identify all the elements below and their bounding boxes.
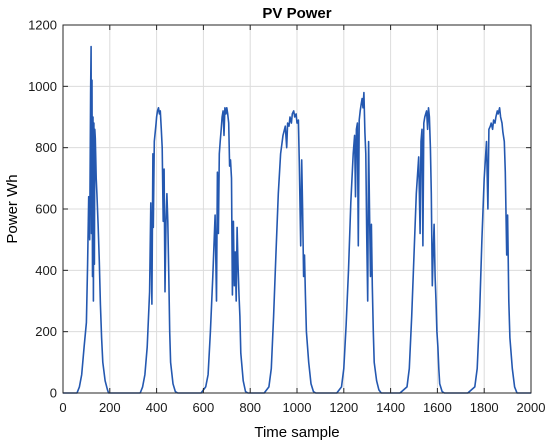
x-tick-label: 600 [193,400,215,415]
x-tick-label: 800 [239,400,261,415]
x-tick-label: 200 [99,400,121,415]
y-axis-label: Power Wh [4,174,21,243]
x-tick-label: 2000 [517,400,546,415]
x-ticks: 0 200 400 600 800 1000 1200 1400 1600 1800 2000 [59,25,545,415]
x-tick-label: 0 [59,400,66,415]
y-ticks: 0 200 400 600 800 1000 1200 [28,18,531,401]
y-tick-label: 400 [35,263,57,278]
x-tick-label: 400 [146,400,168,415]
y-tick-label: 600 [35,202,57,217]
x-tick-label: 1200 [329,400,358,415]
y-tick-label: 0 [50,386,57,401]
x-axis-label: Time sample [254,424,339,441]
x-tick-label: 1400 [376,400,405,415]
series-layer [63,45,531,394]
y-tick-label: 200 [35,324,57,339]
y-tick-label: 1000 [28,79,57,94]
x-tick-label: 1000 [283,400,312,415]
chart-title: PV Power [262,5,331,22]
pv-power-series-line [63,45,531,394]
x-tick-label: 1800 [470,400,499,415]
x-tick-label: 1600 [423,400,452,415]
y-tick-label: 1200 [28,18,57,33]
y-tick-label: 800 [35,140,57,155]
